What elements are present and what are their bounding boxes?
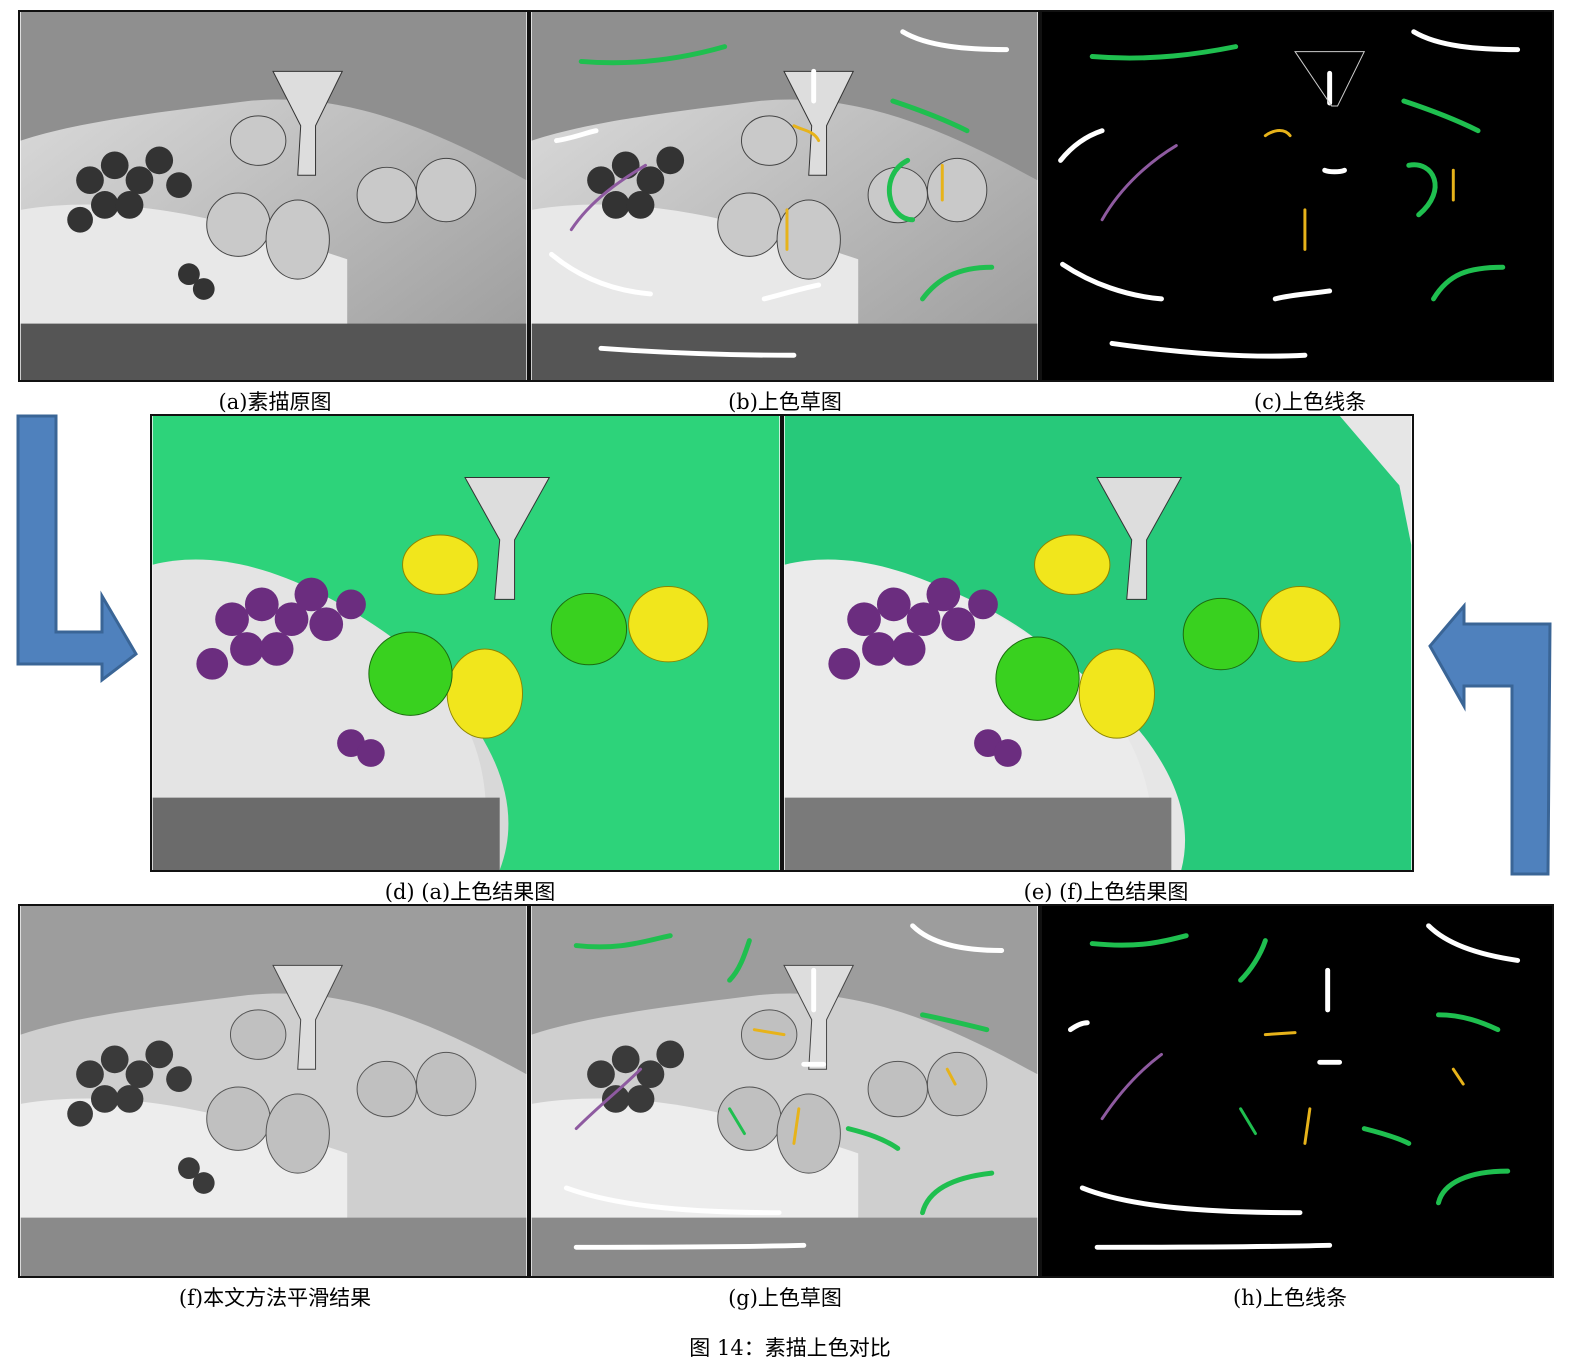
scribble-image-g	[531, 906, 1038, 1276]
colorized-image-d	[152, 416, 780, 870]
panel-b-scribble	[529, 10, 1040, 382]
caption-f: (f)本文方法平滑结果	[178, 1286, 372, 1310]
sketch-image	[20, 12, 527, 380]
caption-e: (e) (f)上色结果图	[1023, 880, 1189, 904]
panel-d-colorized-a	[150, 414, 782, 872]
down-right-arrow-icon	[16, 414, 138, 684]
panel-e-colorized-f	[782, 414, 1414, 872]
caption-g: (g)上色草图	[728, 1286, 842, 1310]
panel-f-smooth	[18, 904, 529, 1278]
caption-b: (b)上色草图	[728, 390, 842, 414]
smooth-image	[20, 906, 527, 1276]
up-left-arrow-icon	[1428, 602, 1552, 876]
colorized-image-e	[784, 416, 1412, 870]
caption-h: (h)上色线条	[1233, 1286, 1347, 1310]
caption-c: (c)上色线条	[1253, 390, 1367, 414]
figure-caption: 图 14：素描上色对比	[689, 1336, 891, 1360]
panel-c-strokes	[1040, 10, 1554, 382]
panel-g-scribble	[529, 904, 1040, 1278]
strokes-image-h	[1042, 906, 1552, 1276]
panel-h-strokes	[1040, 904, 1554, 1278]
strokes-image	[1042, 12, 1552, 380]
panel-a-sketch-original	[18, 10, 529, 382]
caption-a: (a)素描原图	[218, 390, 332, 414]
caption-d: (d) (a)上色结果图	[384, 880, 556, 904]
scribble-image	[531, 12, 1038, 380]
